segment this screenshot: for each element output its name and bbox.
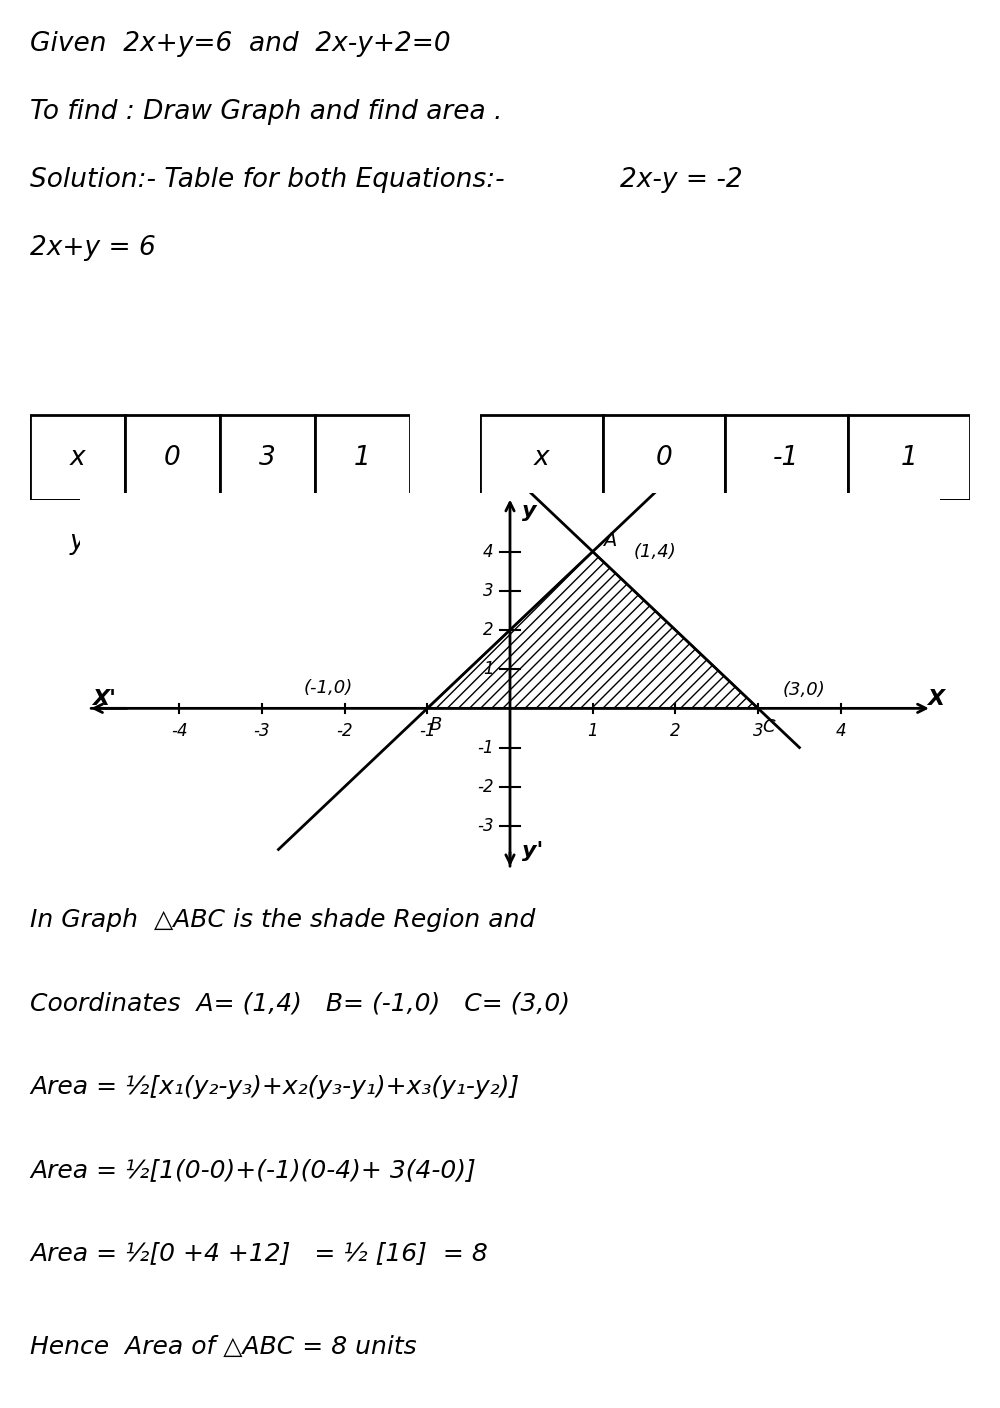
Text: -1: -1	[419, 722, 436, 741]
Bar	[725, 500, 848, 584]
Polygon shape	[427, 552, 758, 708]
Text: Area = ½[0 +4 +12]   = ½ [16]  = 8: Area = ½[0 +4 +12] = ½ [16] = 8	[30, 1242, 488, 1266]
Text: 4: 4	[483, 542, 493, 560]
Text: 4: 4	[900, 529, 917, 555]
Text: 4: 4	[835, 722, 846, 741]
Text: Given  2x+y=6  and  2x-y+2=0: Given 2x+y=6 and 2x-y+2=0	[30, 31, 451, 56]
Text: y': y'	[522, 841, 544, 862]
Bar	[602, 415, 725, 500]
Text: 2x+y = 6: 2x+y = 6	[30, 235, 156, 262]
Text: A: A	[603, 531, 616, 549]
Text: 0: 0	[655, 445, 672, 470]
Text: To find : Draw Graph and find area .: To find : Draw Graph and find area .	[30, 99, 502, 125]
Text: -1: -1	[477, 739, 493, 756]
Bar	[848, 415, 970, 500]
Text: 1: 1	[354, 445, 371, 470]
Bar	[220, 500, 315, 584]
Text: X': X'	[92, 689, 116, 708]
Bar	[315, 500, 410, 584]
Text: -4: -4	[171, 722, 188, 741]
Text: Hence  Area of △ABC = 8 units: Hence Area of △ABC = 8 units	[30, 1335, 417, 1359]
Text: (1,4): (1,4)	[634, 542, 677, 560]
Text: 0: 0	[259, 529, 276, 555]
Text: C: C	[762, 718, 775, 736]
Text: 3: 3	[259, 445, 276, 470]
Text: -1: -1	[773, 445, 799, 470]
Text: 1: 1	[587, 722, 598, 741]
Text: In Graph  △ABC is the shade Region and: In Graph △ABC is the shade Region and	[30, 908, 535, 932]
Bar	[602, 500, 725, 584]
Bar	[220, 415, 315, 500]
Text: y: y	[522, 501, 537, 521]
Text: Solution:- Table for both Equations:-: Solution:- Table for both Equations:-	[30, 168, 505, 193]
Text: 2x-y = -2: 2x-y = -2	[620, 168, 743, 193]
Text: 1: 1	[483, 660, 493, 679]
Text: 1: 1	[900, 445, 917, 470]
Text: 2: 2	[670, 722, 681, 741]
Bar	[480, 500, 602, 584]
Text: -3: -3	[254, 722, 270, 741]
Text: 0: 0	[778, 529, 795, 555]
Text: (3,0): (3,0)	[783, 680, 826, 698]
Text: 2: 2	[655, 529, 672, 555]
Bar	[480, 415, 602, 500]
Text: y: y	[70, 529, 85, 555]
Text: 2: 2	[483, 621, 493, 639]
Text: Coordinates  A= (1,4)   B= (-1,0)   C= (3,0): Coordinates A= (1,4) B= (-1,0) C= (3,0)	[30, 991, 570, 1015]
Bar	[30, 415, 125, 500]
Text: 4: 4	[354, 529, 371, 555]
Text: x: x	[70, 445, 85, 470]
Bar	[725, 415, 848, 500]
Text: 3: 3	[483, 582, 493, 600]
Text: -2: -2	[477, 777, 493, 796]
Text: B: B	[429, 717, 442, 734]
Bar	[125, 415, 220, 500]
Text: -3: -3	[477, 817, 493, 835]
Bar	[125, 500, 220, 584]
Bar	[848, 500, 970, 584]
Bar	[315, 415, 410, 500]
Text: 6: 6	[164, 529, 181, 555]
Text: Area = ½[x₁(y₂-y₃)+x₂(y₃-y₁)+x₃(y₁-y₂)]: Area = ½[x₁(y₂-y₃)+x₂(y₃-y₁)+x₃(y₁-y₂)]	[30, 1074, 519, 1098]
Text: Area = ½[1(0-0)+(-1)(0-4)+ 3(4-0)]: Area = ½[1(0-0)+(-1)(0-4)+ 3(4-0)]	[30, 1157, 476, 1181]
Text: -2: -2	[336, 722, 353, 741]
Text: 3: 3	[753, 722, 763, 741]
Text: x: x	[533, 445, 549, 470]
Text: 0: 0	[164, 445, 181, 470]
Text: y: y	[533, 529, 549, 555]
Bar	[30, 500, 125, 584]
Text: (-1,0): (-1,0)	[303, 679, 353, 697]
Text: X: X	[928, 689, 945, 708]
